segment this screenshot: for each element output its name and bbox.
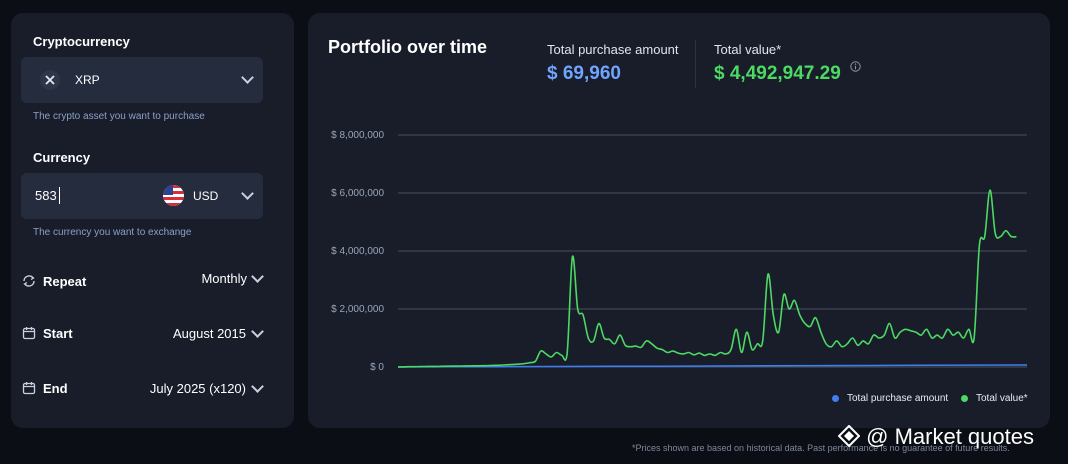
start-label: Start: [43, 326, 73, 341]
total-purchase-value: $ 69,960: [547, 63, 621, 84]
legend-total-purchase[interactable]: Total purchase amount: [847, 393, 949, 404]
crypto-helper: The crypto asset you want to purchase: [33, 111, 205, 122]
watermark-text: @ Market quotes: [866, 424, 1034, 449]
crypto-value: XRP: [75, 73, 100, 87]
end-select[interactable]: July 2025 (x120): [149, 381, 246, 396]
repeat-select[interactable]: Monthly: [201, 271, 247, 286]
kpi-divider: [695, 40, 696, 88]
y-tick-label: $ 2,000,000: [331, 304, 384, 315]
text-cursor: [59, 187, 60, 204]
total-value-line: [397, 189, 1017, 368]
repeat-icon: [23, 275, 35, 287]
total-value-value: $ 4,492,947.29: [714, 63, 841, 84]
disclaimer-text: *Prices shown are based on historical da…: [632, 443, 1010, 453]
y-tick-label: $ 0: [370, 362, 384, 373]
end-label: End: [43, 381, 68, 396]
watermark: @ Market quotes: [837, 424, 1034, 450]
legend-total-value[interactable]: Total value*: [976, 393, 1028, 404]
crypto-label: Cryptocurrency: [33, 34, 130, 49]
crypto-select[interactable]: XRP: [21, 57, 263, 103]
currency-label: Currency: [33, 150, 91, 165]
y-tick-label: $ 4,000,000: [331, 246, 384, 257]
info-icon[interactable]: [850, 61, 861, 72]
repeat-label: Repeat: [43, 274, 87, 289]
legend-dot-value: [961, 395, 968, 402]
total-purchase-label: Total purchase amount: [547, 42, 679, 57]
start-select[interactable]: August 2015: [172, 326, 246, 341]
xrp-icon: [40, 70, 60, 90]
diamond-logo-icon: [837, 424, 861, 448]
portfolio-title: Portfolio over time: [328, 37, 488, 57]
us-flag-icon: [163, 185, 184, 206]
y-tick-label: $ 8,000,000: [331, 130, 384, 141]
portfolio-panel: [308, 13, 1050, 428]
total-value-label: Total value*: [714, 42, 782, 57]
currency-helper: The currency you want to exchange: [33, 227, 192, 238]
y-tick-label: $ 6,000,000: [331, 188, 384, 199]
calendar-icon: [22, 382, 36, 395]
total-purchase-line: [397, 364, 1028, 368]
currency-code: USD: [193, 189, 219, 203]
currency-amount-field[interactable]: 583 USD: [21, 173, 263, 219]
calendar-icon: [22, 327, 36, 340]
legend-dot-purchase: [832, 395, 839, 402]
amount-input[interactable]: 583: [35, 188, 57, 203]
